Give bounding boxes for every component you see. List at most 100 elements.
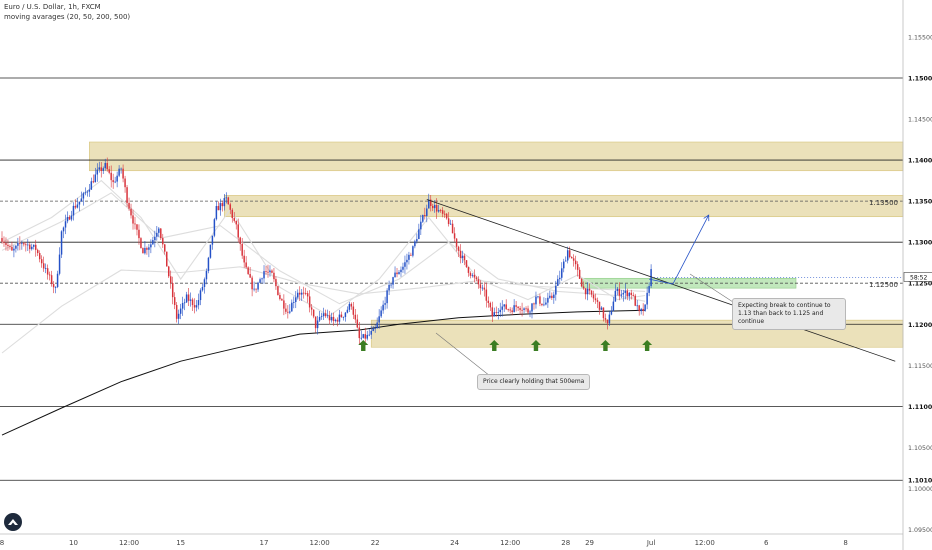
- candle-body: [408, 254, 410, 260]
- break-note[interactable]: Expecting break to continue to 1.13 than…: [732, 298, 846, 331]
- candle-body: [513, 305, 515, 313]
- candle-body: [451, 223, 454, 234]
- candle-body: [68, 216, 71, 220]
- candle-body: [485, 289, 488, 301]
- candle-body: [52, 284, 55, 288]
- candle-body: [596, 300, 599, 302]
- candle-body: [350, 303, 353, 307]
- candle-body: [287, 311, 289, 313]
- candle-body: [295, 297, 297, 303]
- candle-body: [352, 306, 355, 315]
- candle-body: [229, 204, 232, 210]
- candle-body: [435, 205, 438, 212]
- candle-body: [108, 169, 110, 173]
- candle-body: [134, 223, 136, 225]
- descending-trendline: [426, 199, 896, 362]
- candle-body: [195, 305, 198, 308]
- candle-body: [608, 314, 611, 324]
- candle-body: [247, 267, 249, 275]
- candle-body: [412, 246, 414, 256]
- candle-body: [563, 261, 565, 269]
- candle-body: [203, 279, 206, 287]
- ma-500-line: [1, 309, 646, 436]
- candle-body: [366, 334, 368, 339]
- candle-body: [60, 231, 63, 255]
- candle-body: [126, 187, 128, 203]
- candle-body: [509, 309, 511, 311]
- candle-body: [340, 314, 343, 318]
- x-tick-label-10: 29: [585, 539, 594, 547]
- candle-body: [507, 309, 509, 310]
- candle-body: [86, 191, 89, 193]
- candle-body: [223, 198, 226, 207]
- candle-body: [84, 192, 87, 194]
- support-arrow-icon-1: [489, 340, 500, 351]
- candle-body: [152, 240, 154, 245]
- candle-body: [219, 203, 222, 211]
- candle-body: [177, 313, 180, 319]
- y-tick-label-4: 1.13500: [908, 199, 932, 206]
- candle-body: [535, 296, 537, 305]
- y-tick-bg: [904, 401, 932, 412]
- x-tick-label-14: 8: [843, 539, 847, 547]
- candle-body: [110, 172, 112, 181]
- candle-body: [289, 311, 291, 313]
- candle-body: [88, 189, 91, 192]
- candle-body: [624, 290, 627, 293]
- candle-body: [580, 278, 583, 287]
- candle-body: [160, 228, 162, 239]
- candle-body: [453, 233, 456, 239]
- candle-body: [555, 285, 557, 295]
- candle-body: [628, 292, 631, 297]
- candle-body: [618, 288, 621, 296]
- candle-body: [449, 223, 452, 225]
- candle-body: [175, 304, 178, 319]
- y-tick-label-9: 1.11000: [908, 404, 932, 411]
- candle-body: [29, 244, 31, 250]
- candle-body: [227, 197, 230, 205]
- ema-note-connector: [435, 332, 491, 377]
- candle-body: [495, 312, 498, 313]
- candle-body: [370, 330, 372, 335]
- y-tick-bg: [904, 319, 932, 330]
- y-tick-bg: [904, 278, 932, 289]
- ema-note[interactable]: Price clearly holding that 500ema: [477, 374, 591, 391]
- candle-body: [90, 181, 93, 190]
- candle-body: [241, 244, 243, 256]
- candle-body: [19, 242, 21, 244]
- candle-body: [521, 309, 523, 311]
- candle-body: [632, 294, 634, 296]
- candle-body: [249, 274, 251, 278]
- candle-body: [426, 208, 428, 217]
- candle-body: [578, 269, 581, 279]
- candle-body: [568, 250, 571, 258]
- candle-body: [422, 215, 424, 222]
- candle-body: [543, 304, 545, 306]
- candle-body: [348, 303, 351, 310]
- y-tick-bg: [904, 237, 932, 248]
- support-arrow-icon-0: [358, 340, 369, 351]
- candle-body: [612, 301, 615, 311]
- candle-body: [473, 274, 476, 278]
- candle-body: [277, 286, 279, 296]
- candle-body: [420, 221, 422, 230]
- candle-body: [215, 206, 218, 220]
- candle-body: [38, 253, 41, 260]
- candle-body: [257, 282, 259, 290]
- candle-body: [511, 310, 513, 313]
- candle-body: [46, 268, 49, 275]
- candle-body: [463, 255, 466, 261]
- candle-body: [598, 301, 601, 310]
- candle-body: [72, 205, 75, 216]
- candle-body: [640, 308, 642, 312]
- candle-body: [62, 227, 65, 232]
- candle-body: [156, 232, 158, 237]
- candle-body: [414, 241, 416, 247]
- candle-body: [531, 303, 533, 312]
- candle-body: [378, 316, 380, 323]
- candle-body: [537, 296, 539, 298]
- candle-body: [209, 244, 212, 258]
- candle-body: [459, 250, 462, 259]
- candle-body: [332, 316, 335, 322]
